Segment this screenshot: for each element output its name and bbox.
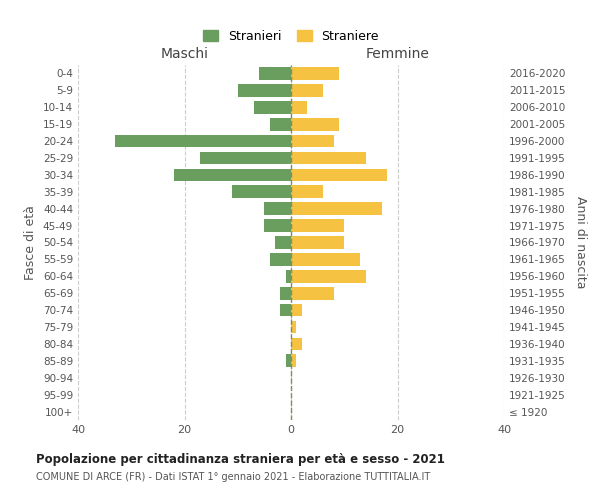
Legend: Stranieri, Straniere: Stranieri, Straniere: [198, 25, 384, 48]
Bar: [280, 304, 291, 316]
Y-axis label: Anni di nascita: Anni di nascita: [574, 196, 587, 289]
Bar: [259, 67, 291, 80]
Bar: [291, 354, 296, 367]
Text: Maschi: Maschi: [161, 48, 209, 62]
Bar: [291, 202, 382, 215]
Bar: [275, 236, 291, 249]
Bar: [291, 270, 365, 282]
Bar: [232, 186, 291, 198]
Bar: [291, 253, 360, 266]
Bar: [200, 152, 291, 164]
Bar: [291, 236, 344, 249]
Bar: [291, 287, 334, 300]
Bar: [265, 202, 291, 215]
Bar: [238, 84, 291, 96]
Bar: [270, 118, 291, 130]
Y-axis label: Fasce di età: Fasce di età: [25, 205, 37, 280]
Bar: [291, 134, 334, 147]
Bar: [291, 152, 365, 164]
Bar: [291, 186, 323, 198]
Bar: [174, 168, 291, 181]
Bar: [270, 253, 291, 266]
Bar: [291, 84, 323, 96]
Bar: [280, 287, 291, 300]
Bar: [291, 320, 296, 334]
Text: Popolazione per cittadinanza straniera per età e sesso - 2021: Popolazione per cittadinanza straniera p…: [36, 452, 445, 466]
Bar: [291, 168, 387, 181]
Bar: [291, 220, 344, 232]
Bar: [291, 101, 307, 114]
Bar: [291, 67, 339, 80]
Bar: [286, 270, 291, 282]
Bar: [291, 118, 339, 130]
Bar: [286, 354, 291, 367]
Bar: [254, 101, 291, 114]
Bar: [291, 304, 302, 316]
Text: Femmine: Femmine: [365, 48, 430, 62]
Bar: [115, 134, 291, 147]
Text: COMUNE DI ARCE (FR) - Dati ISTAT 1° gennaio 2021 - Elaborazione TUTTITALIA.IT: COMUNE DI ARCE (FR) - Dati ISTAT 1° genn…: [36, 472, 430, 482]
Bar: [265, 220, 291, 232]
Bar: [291, 338, 302, 350]
